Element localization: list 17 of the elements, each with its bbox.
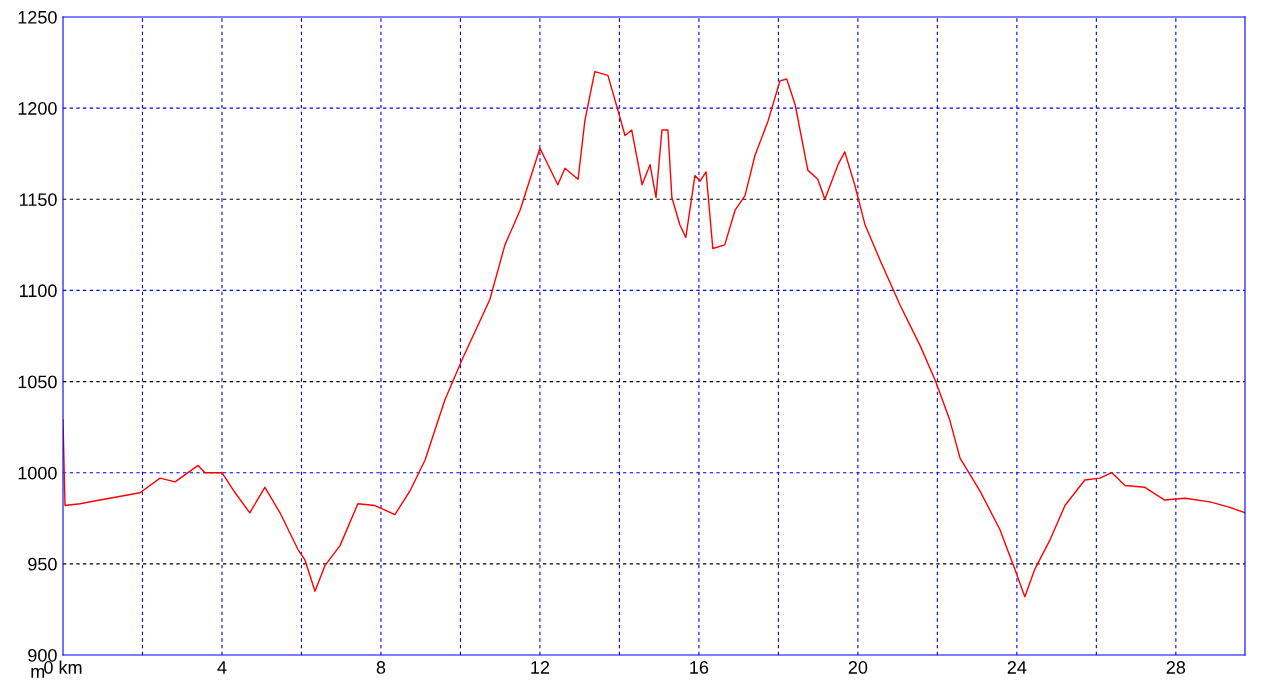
y-tick-label: 900 [28, 648, 57, 662]
y-tick-label: 1150 [19, 193, 57, 207]
x-tick-label: 12 [531, 661, 550, 674]
y-tick-label: 1250 [18, 10, 57, 24]
line-series [63, 70, 1245, 598]
x-tick-label: 28 [1166, 661, 1186, 674]
x-tick-label: 24 [1007, 661, 1027, 674]
y-tick-label: 1050 [18, 375, 57, 389]
y-tick-label: 1100 [19, 284, 57, 298]
x-tick-label: 16 [690, 661, 709, 674]
x-tick-label: 4 [217, 661, 227, 674]
y-tick-label: 1200 [18, 102, 57, 115]
y-tick-label: 1000 [18, 466, 57, 480]
x-tick-label: 8 [376, 661, 386, 674]
y-tick-label: 950 [28, 557, 57, 571]
y-axis-title: m [31, 667, 45, 678]
x-tick-label: 20 [848, 661, 868, 674]
